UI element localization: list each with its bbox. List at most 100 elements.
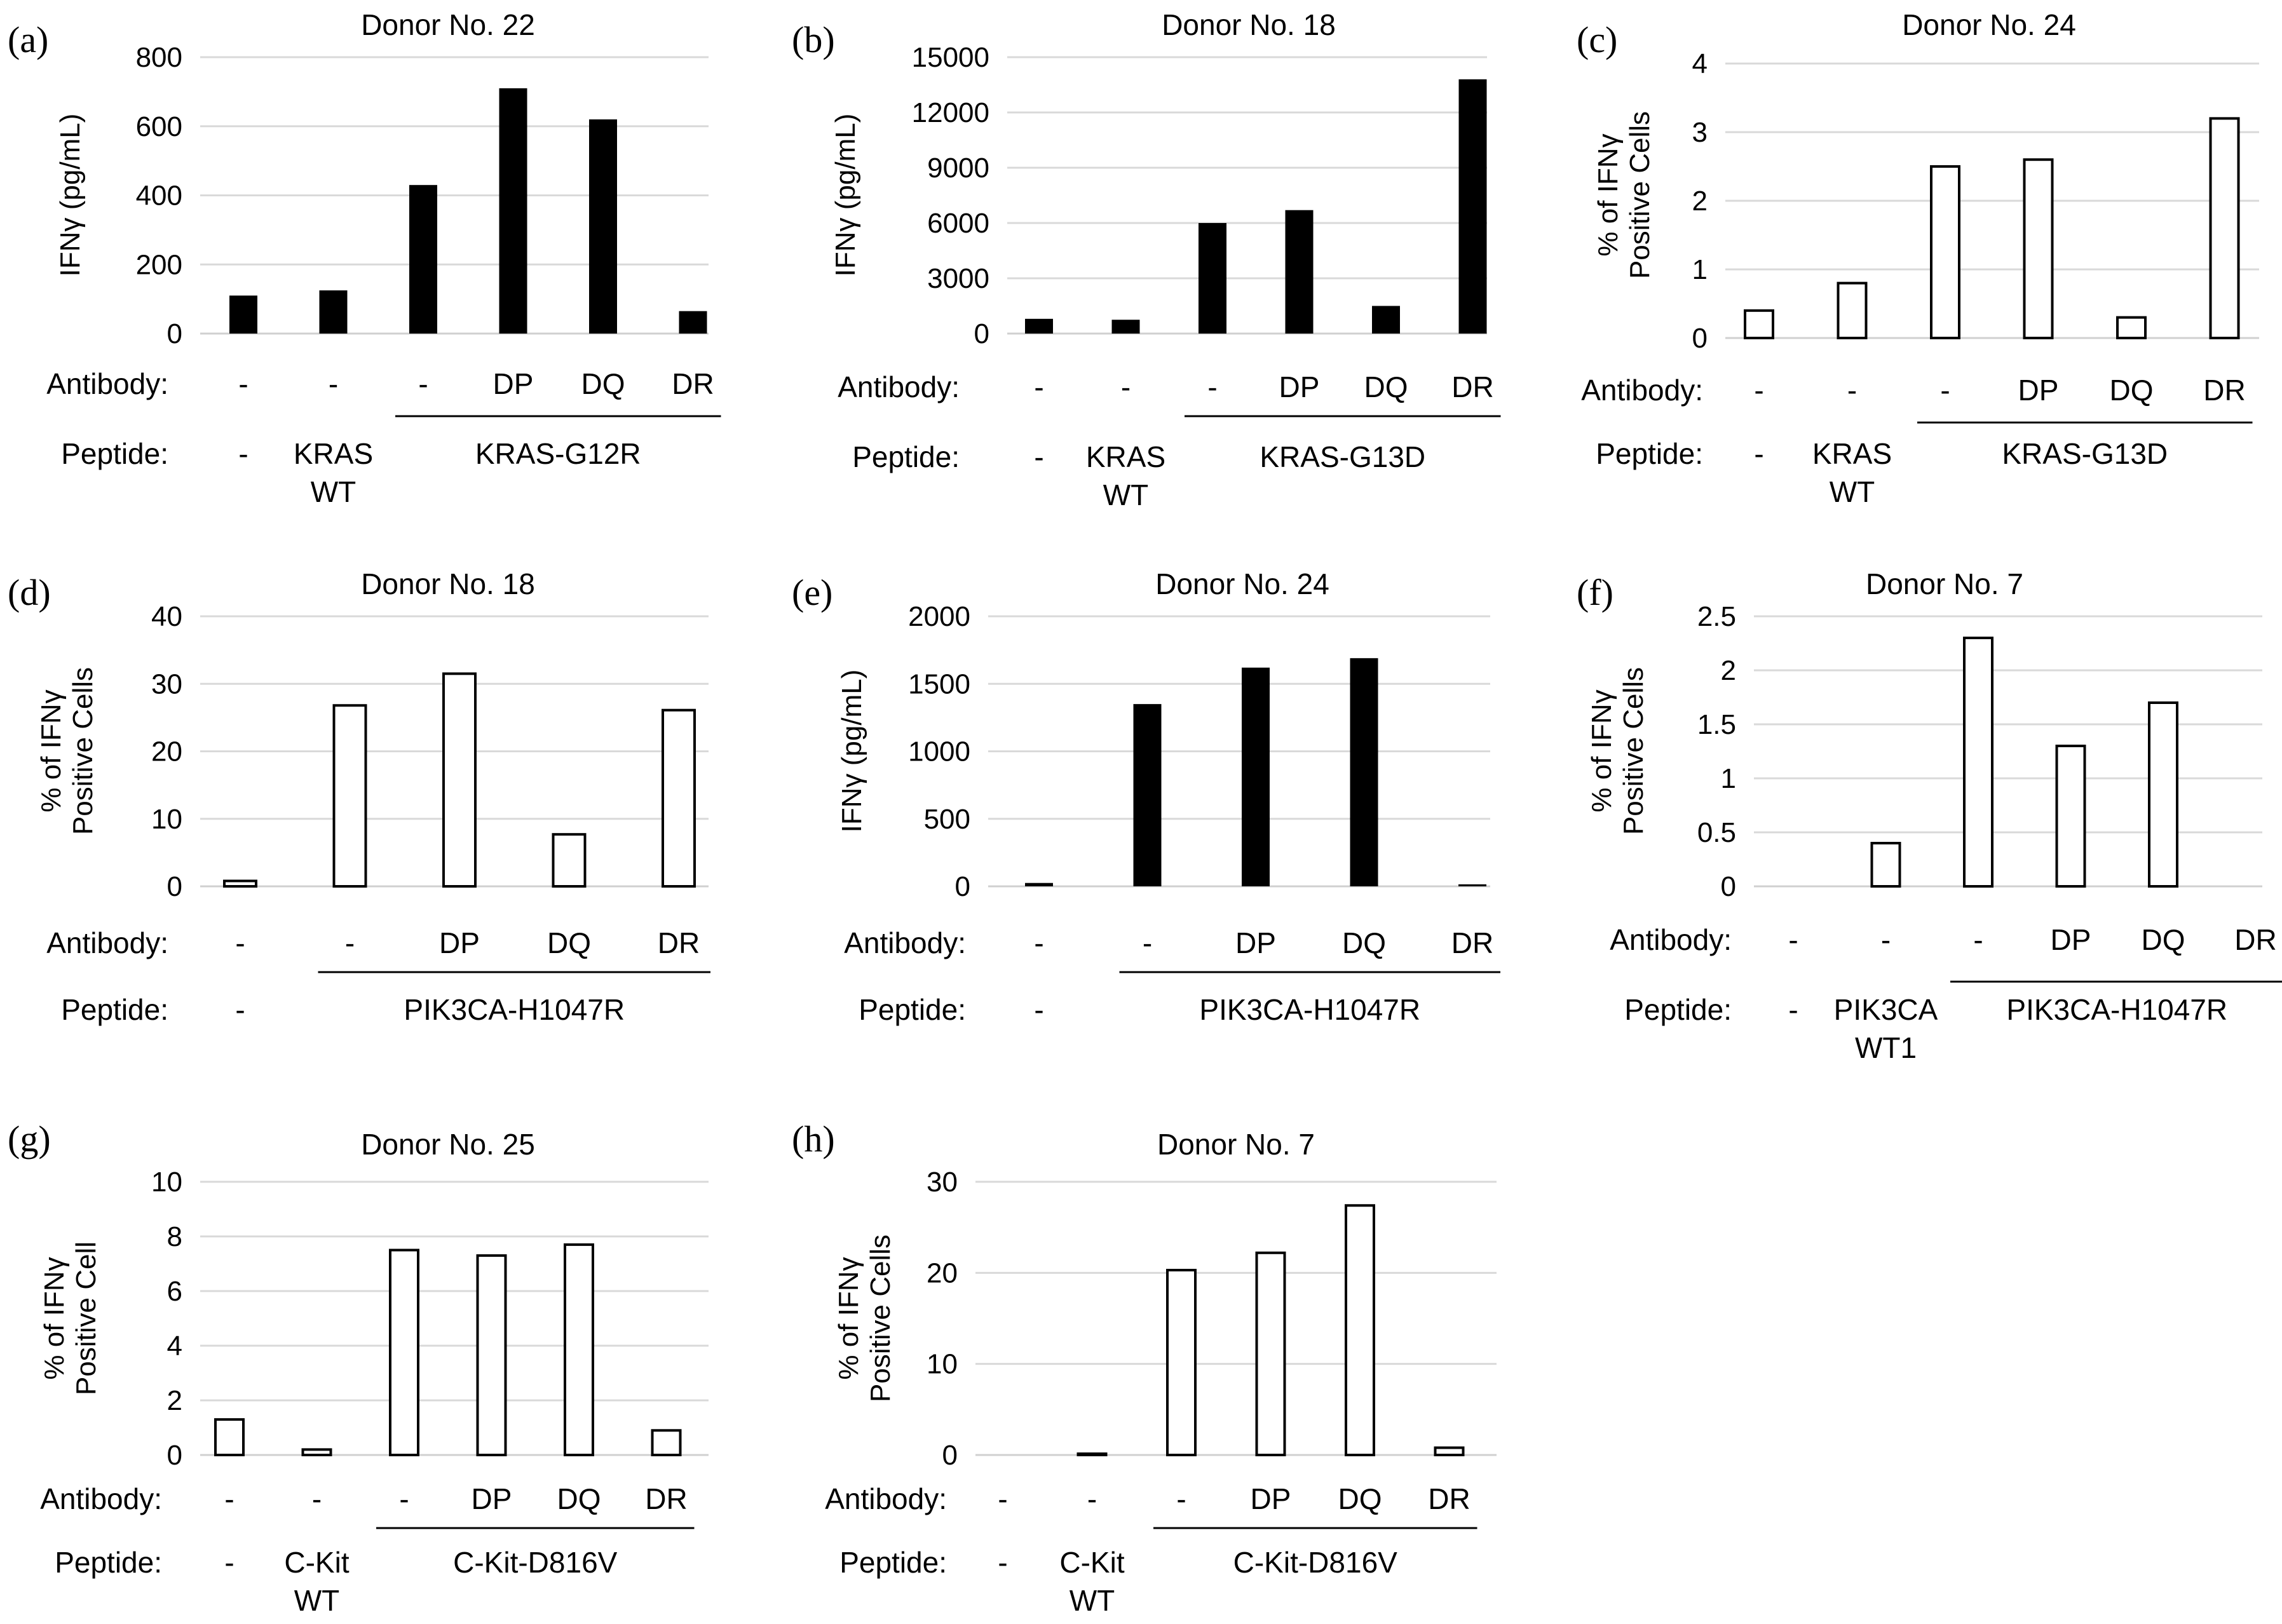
bar xyxy=(389,1248,419,1456)
peptide-label: PIK3CA-H1047R xyxy=(404,993,625,1026)
y-tick-label: 12000 xyxy=(912,97,989,128)
y-tick-label: 200 xyxy=(136,249,182,280)
panel-letter: (g) xyxy=(8,1118,51,1160)
antibody-row-label: Antibody: xyxy=(844,926,966,959)
antibody-label: - xyxy=(1143,926,1152,959)
y-axis-label: % of IFNγPositive Cells xyxy=(833,1235,896,1402)
bar xyxy=(1133,704,1162,886)
peptide-label: - xyxy=(1788,993,1798,1026)
antibody-label: - xyxy=(235,926,245,959)
chart-title: Donor No. 24 xyxy=(1902,8,2076,41)
y-tick-label: 10 xyxy=(927,1349,958,1380)
antibody-label: DR xyxy=(1428,1482,1470,1515)
antibody-label: - xyxy=(1121,370,1131,403)
y-tick-label: 20 xyxy=(927,1257,958,1289)
y-axis-label-line: IFNγ (pg/mL) xyxy=(55,114,86,277)
chart-title: Donor No. 18 xyxy=(1162,8,1336,41)
bar xyxy=(1111,320,1140,334)
y-tick-label: 1000 xyxy=(908,736,970,768)
bar xyxy=(442,672,477,888)
antibody-label: - xyxy=(998,1482,1007,1515)
bar xyxy=(679,311,707,334)
antibody-label: - xyxy=(1087,1482,1097,1515)
chart-title: Donor No. 22 xyxy=(361,8,535,41)
bar xyxy=(476,1254,507,1456)
bar xyxy=(1458,79,1487,334)
peptide-row-label: Peptide: xyxy=(852,440,960,473)
antibody-label: DQ xyxy=(581,367,625,400)
antibody-label: DR xyxy=(672,367,714,400)
antibody-label: DP xyxy=(472,1482,512,1515)
peptide-label: C-Kit xyxy=(1059,1546,1124,1579)
peptide-row-label: Peptide: xyxy=(55,1546,162,1579)
y-axis-label: IFNγ (pg/mL) xyxy=(55,114,86,277)
peptide-row-label: Peptide: xyxy=(859,993,966,1026)
y-tick-label: 2.5 xyxy=(1697,601,1736,632)
antibody-label: - xyxy=(1847,374,1857,407)
bar xyxy=(2023,158,2054,339)
bar xyxy=(1350,658,1378,886)
y-tick-label: 2 xyxy=(1721,655,1736,686)
bar xyxy=(1870,842,1901,888)
y-tick-label: 2 xyxy=(167,1385,182,1416)
peptide-label: KRAS xyxy=(1812,437,1892,470)
bar xyxy=(1285,210,1314,334)
bar xyxy=(2148,701,2178,888)
y-axis-label-line: % of IFNγ xyxy=(39,1257,70,1379)
y-tick-label: 3000 xyxy=(927,263,989,294)
bar xyxy=(1076,1452,1108,1456)
y-axis-label: IFNγ (pg/mL) xyxy=(830,114,861,277)
y-tick-label: 0 xyxy=(167,318,182,349)
peptide-row-label: Peptide: xyxy=(61,993,168,1026)
peptide-label: - xyxy=(224,1546,234,1579)
antibody-row-label: Antibody: xyxy=(1610,923,1732,956)
bar xyxy=(1255,1251,1286,1457)
y-tick-label: 1.5 xyxy=(1697,709,1736,740)
antibody-row-label: Antibody: xyxy=(46,926,168,959)
chart-panel-c: (c) Donor No. 24 0 1 2 3 4 % of IFNγPositive Ce… xyxy=(1577,8,2259,508)
antibody-label: - xyxy=(1973,923,1983,956)
bar xyxy=(1199,223,1226,334)
chart-panel-h: (h) Donor No. 7 0 10 20 30 % of IFNγPositive C… xyxy=(792,1118,1497,1617)
y-tick-label: 0 xyxy=(942,1440,958,1471)
peptide-label: - xyxy=(238,437,248,470)
bar xyxy=(1025,883,1053,886)
peptide-label: - xyxy=(1034,440,1043,473)
antibody-label: - xyxy=(1788,923,1798,956)
bar xyxy=(1930,165,1960,339)
panel-letter: (a) xyxy=(8,19,48,60)
y-axis-label: % of IFNγPositive Cells xyxy=(1586,667,1649,835)
bar xyxy=(589,119,617,334)
antibody-label: DR xyxy=(2203,374,2245,407)
bar xyxy=(1242,667,1270,886)
chart-panel-e: (e) Donor No. 24 0 500 1000 1500 2000 IFNγ (pg/… xyxy=(792,567,1500,1026)
chart-panel-g: (g) Donor No. 25 0 2 4 6 8 10 % of IFNγPositive … xyxy=(8,1118,709,1617)
peptide-row-label: Peptide: xyxy=(1596,437,1703,470)
antibody-label: - xyxy=(345,926,355,959)
antibody-label: - xyxy=(399,1482,409,1515)
y-tick-label: 0 xyxy=(167,871,182,902)
chart-title: Donor No. 7 xyxy=(1866,567,2023,600)
y-tick-label: 6 xyxy=(167,1276,182,1307)
panel-letter: (e) xyxy=(792,572,832,613)
y-axis-label-line: % of IFNγ xyxy=(1593,133,1624,256)
bar xyxy=(2116,316,2147,340)
antibody-row-label: Antibody: xyxy=(1581,374,1703,407)
peptide-label: C-Kit-D816V xyxy=(1233,1546,1398,1579)
antibody-label: DP xyxy=(439,926,480,959)
panel-letter: (f) xyxy=(1577,572,1613,613)
y-axis-label: % of IFNγPositive Cells xyxy=(36,667,98,835)
bar xyxy=(1372,306,1400,334)
y-tick-label: 4 xyxy=(167,1330,182,1362)
y-tick-label: 800 xyxy=(136,42,182,73)
panel-letter: (h) xyxy=(792,1118,835,1160)
antibody-label: DP xyxy=(1235,926,1276,959)
y-tick-label: 10 xyxy=(151,1167,182,1198)
antibody-label: - xyxy=(1034,926,1043,959)
antibody-label: DP xyxy=(1279,370,1320,403)
y-tick-label: 600 xyxy=(136,111,182,142)
y-tick-label: 1 xyxy=(1721,763,1736,794)
antibody-label: - xyxy=(1034,370,1043,403)
peptide-label: WT xyxy=(1103,478,1149,511)
